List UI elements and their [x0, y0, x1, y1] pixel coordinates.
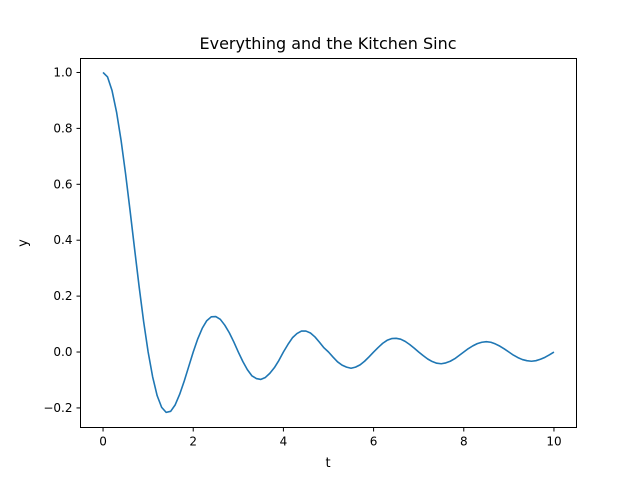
chart-title: Everything and the Kitchen Sinc [200, 34, 457, 53]
plot-area-frame [80, 58, 577, 428]
x-tick-label: 10 [546, 435, 561, 449]
y-tick-label: 0.8 [53, 121, 72, 135]
y-tick-label: 0.6 [53, 177, 72, 191]
y-tick-label: 0.4 [53, 233, 72, 247]
x-axis-label: t [325, 456, 330, 471]
y-axis: −0.2 0.0 0.2 0.4 0.6 0.8 1.0 [43, 65, 81, 415]
x-tick-label: 2 [189, 435, 197, 449]
y-tick-label: 0.2 [53, 289, 72, 303]
y-tick-label: −0.2 [43, 401, 72, 415]
series-layer [102, 71, 555, 414]
series-line [102, 71, 555, 414]
y-tick-label: 1.0 [53, 65, 72, 79]
x-tick-label: 0 [99, 435, 107, 449]
x-tick-label: 6 [370, 435, 378, 449]
x-axis: 0 2 4 6 8 10 [99, 427, 562, 449]
x-tick-label: 8 [460, 435, 468, 449]
x-tick-label: 4 [280, 435, 288, 449]
y-axis-label: y [16, 239, 31, 247]
y-tick-label: 0.0 [53, 345, 72, 359]
